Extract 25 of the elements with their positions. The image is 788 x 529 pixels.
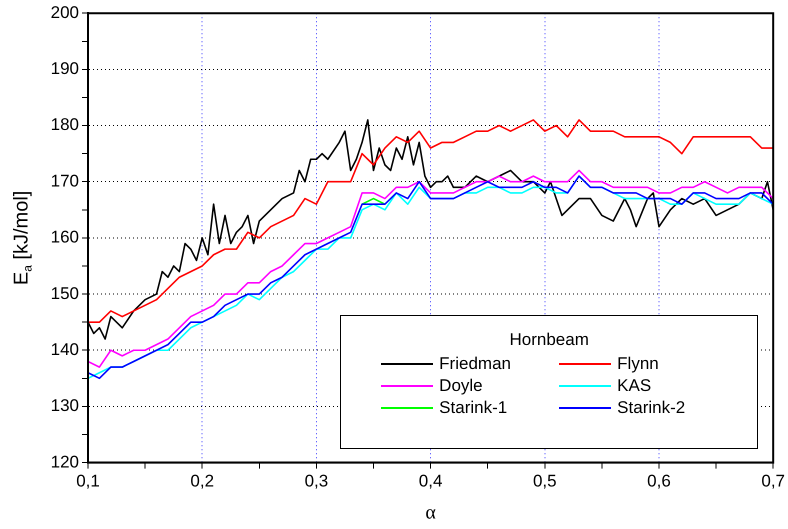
legend-label: Friedman: [439, 354, 511, 374]
legend-title: Hornbeam: [508, 330, 590, 350]
legend-label: Doyle: [439, 376, 483, 396]
x-tick-label: 0,2: [190, 471, 214, 490]
x-axis-title: α: [425, 501, 436, 524]
y-tick-label: 180: [50, 115, 79, 134]
x-tick-label: 0,7: [761, 471, 786, 490]
x-tick-label: 0,3: [304, 471, 328, 490]
legend-label: Starink-2: [617, 398, 686, 418]
y-axis-title: Ea [kJ/mol]: [10, 190, 34, 286]
y-tick-label: 140: [50, 340, 79, 359]
legend-label: Flynn: [617, 354, 659, 374]
y-tick-label: 150: [50, 284, 79, 303]
y-tick-label: 120: [50, 452, 79, 472]
legend-label: Starink-1: [439, 398, 508, 418]
y-tick-label: 160: [50, 228, 79, 247]
y-tick-label: 200: [50, 2, 79, 22]
x-tick-label: 0,1: [76, 471, 100, 490]
x-tick-label: 0,6: [647, 471, 671, 490]
y-tick-label: 170: [50, 171, 79, 190]
y-tick-label: 190: [50, 59, 79, 78]
x-tick-label: 0,4: [418, 471, 442, 490]
x-tick-label: 0,5: [532, 471, 557, 490]
y-tick-label: 130: [50, 396, 79, 416]
legend-label: KAS: [617, 376, 652, 396]
